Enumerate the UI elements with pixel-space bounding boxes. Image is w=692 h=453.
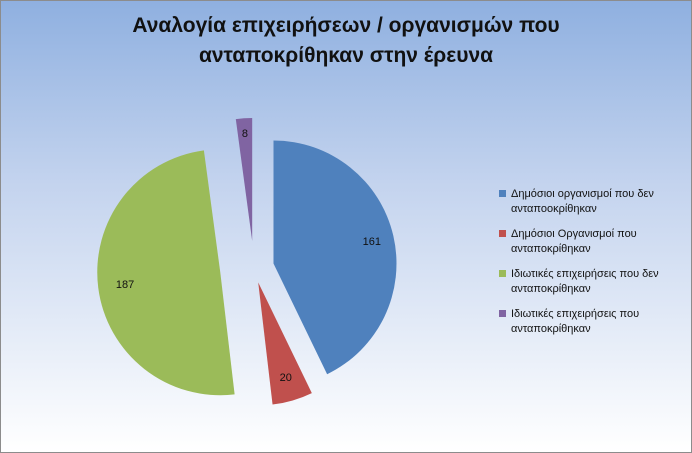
slice-data-label: 161 [363, 236, 381, 248]
legend-label: Δημόσιοι Οργανισμοί που ανταποκρίθηκαν [511, 228, 637, 255]
slice-data-label: 8 [242, 128, 248, 140]
slice-data-label: 20 [280, 372, 292, 384]
slice-data-label: 187 [116, 279, 134, 291]
legend-swatch [499, 270, 506, 277]
chart-title: Αναλογία επιχειρήσεων / οργανισμών που α… [91, 11, 601, 71]
pie-slice [97, 150, 235, 396]
chart-title-line-1: Αναλογία επιχειρήσεων / οργανισμών που [132, 14, 560, 37]
pie-slice [273, 140, 397, 375]
legend-label: Ιδιωτικές επιχειρήσεις που ανταποκρίθηκα… [511, 308, 640, 335]
legend-label: Ιδιωτικές επιχειρήσεις που δεν ανταποκρί… [511, 268, 659, 295]
legend-swatch [499, 230, 506, 237]
legend-item: Ιδιωτικές επιχειρήσεις που ανταποκρίθηκα… [499, 307, 689, 337]
pie-slice [235, 118, 253, 242]
legend-item: Ιδιωτικές επιχειρήσεις που δεν ανταποκρί… [499, 267, 689, 297]
chart-title-line-2: ανταποκρίθηκαν στην έρευνα [198, 44, 494, 67]
legend-item: Δημόσιοι Οργανισμοί που ανταποκρίθηκαν [499, 227, 689, 257]
legend-label: Δημόσιοι οργανισμοί που δεν ανταποοκρίθη… [511, 188, 654, 215]
legend-item: Δημόσιοι οργανισμοί που δεν ανταποοκρίθη… [499, 187, 689, 217]
legend-swatch [499, 310, 506, 317]
legend-swatch [499, 190, 506, 197]
legend: Δημόσιοι οργανισμοί που δεν ανταποοκρίθη… [499, 187, 689, 347]
pie-slice [258, 282, 312, 405]
